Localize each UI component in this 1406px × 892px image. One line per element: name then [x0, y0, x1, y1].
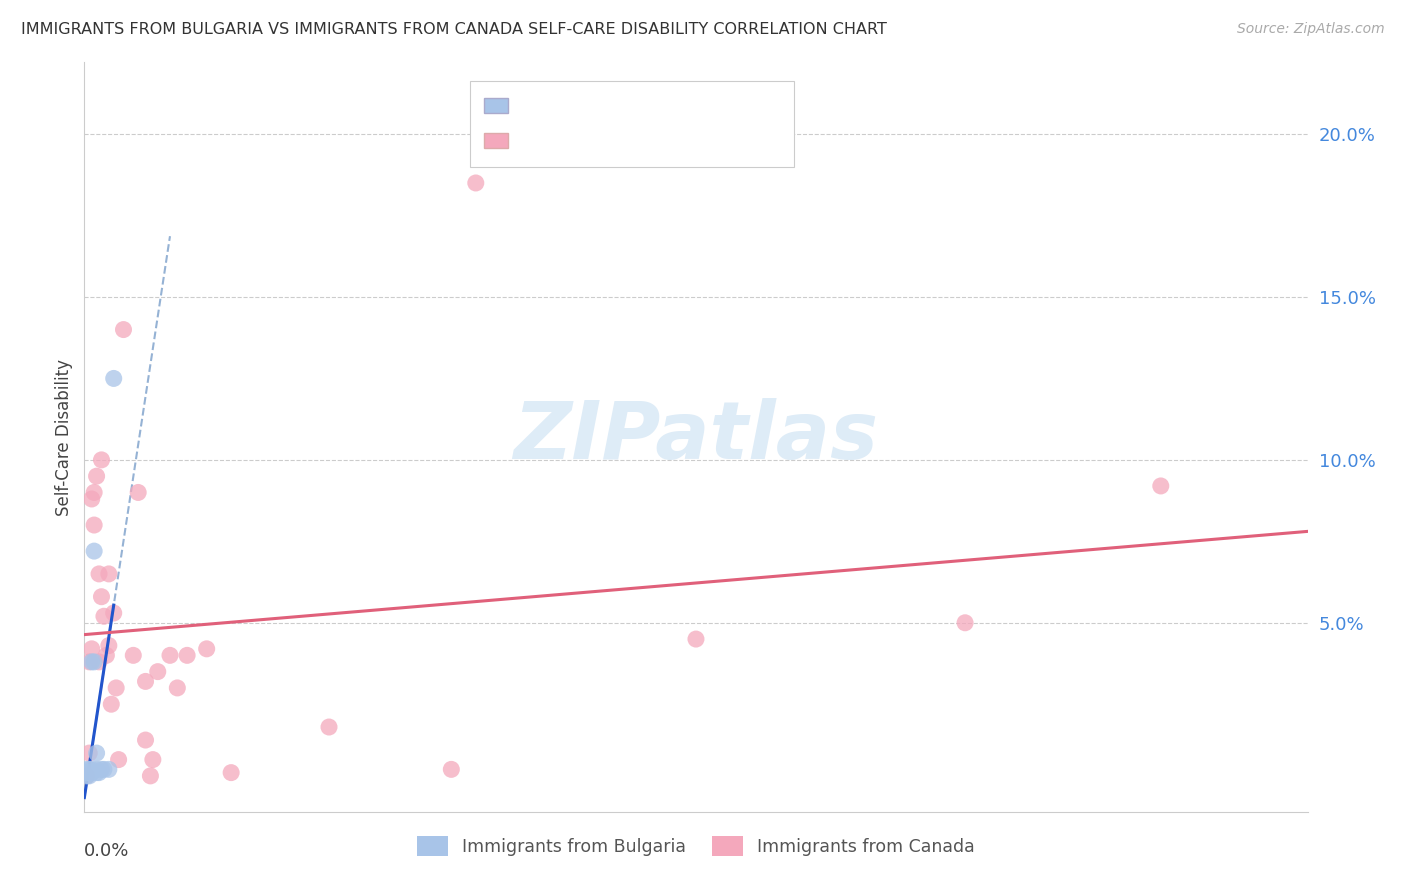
- Point: [83, 655, 105, 669]
- Point: [97, 639, 120, 653]
- Text: 36: 36: [709, 128, 731, 146]
- Point: [103, 606, 125, 620]
- Point: [83, 485, 105, 500]
- Legend: Immigrants from Bulgaria, Immigrants from Canada: Immigrants from Bulgaria, Immigrants fro…: [411, 829, 981, 863]
- Point: [76, 765, 98, 780]
- Point: [77, 763, 100, 777]
- Point: [90, 763, 112, 777]
- Point: [86, 469, 108, 483]
- Point: [90, 590, 112, 604]
- Point: [90, 453, 112, 467]
- Point: [77, 765, 100, 780]
- Point: [107, 753, 129, 767]
- Point: [87, 655, 110, 669]
- Point: [83, 518, 105, 533]
- Point: [219, 765, 242, 780]
- Point: [146, 665, 169, 679]
- FancyBboxPatch shape: [470, 81, 794, 168]
- Text: R =: R =: [537, 128, 574, 146]
- Point: [464, 176, 486, 190]
- Point: [80, 655, 103, 669]
- Point: [87, 566, 110, 581]
- Point: [97, 763, 120, 777]
- Point: [953, 615, 976, 630]
- Point: [76, 769, 98, 783]
- Point: [93, 763, 115, 777]
- Point: [103, 371, 125, 385]
- Text: N =: N =: [644, 93, 692, 112]
- Text: IMMIGRANTS FROM BULGARIA VS IMMIGRANTS FROM CANADA SELF-CARE DISABILITY CORRELAT: IMMIGRANTS FROM BULGARIA VS IMMIGRANTS F…: [21, 22, 887, 37]
- Text: Source: ZipAtlas.com: Source: ZipAtlas.com: [1237, 22, 1385, 37]
- Point: [80, 491, 103, 506]
- Point: [97, 566, 120, 581]
- Point: [93, 609, 115, 624]
- Text: N =: N =: [644, 128, 692, 146]
- Point: [77, 769, 100, 783]
- Point: [159, 648, 181, 663]
- Point: [166, 681, 188, 695]
- Point: [112, 322, 135, 336]
- Point: [86, 746, 108, 760]
- FancyBboxPatch shape: [484, 98, 509, 112]
- Text: R =: R =: [537, 93, 574, 112]
- Point: [176, 648, 198, 663]
- Point: [135, 674, 157, 689]
- Point: [1150, 479, 1173, 493]
- Text: 0.435: 0.435: [583, 128, 636, 146]
- Point: [87, 765, 110, 780]
- FancyBboxPatch shape: [484, 133, 509, 148]
- Text: 18: 18: [709, 93, 731, 112]
- Point: [127, 485, 149, 500]
- Y-axis label: Self-Care Disability: Self-Care Disability: [55, 359, 73, 516]
- Point: [135, 733, 157, 747]
- Point: [139, 769, 162, 783]
- Point: [80, 641, 103, 656]
- Point: [96, 648, 118, 663]
- Point: [76, 769, 98, 783]
- Point: [105, 681, 128, 695]
- Point: [440, 763, 463, 777]
- Point: [100, 697, 122, 711]
- Point: [80, 763, 103, 777]
- Point: [77, 746, 100, 760]
- Text: ZIPatlas: ZIPatlas: [513, 398, 879, 476]
- Point: [86, 765, 108, 780]
- Text: 0.0%: 0.0%: [84, 842, 129, 860]
- Text: 0.771: 0.771: [583, 93, 636, 112]
- Point: [80, 765, 103, 780]
- Point: [142, 753, 165, 767]
- Point: [83, 544, 105, 558]
- Point: [318, 720, 340, 734]
- Point: [77, 655, 100, 669]
- Point: [122, 648, 145, 663]
- Point: [76, 763, 98, 777]
- Point: [685, 632, 707, 646]
- Point: [195, 641, 218, 656]
- Point: [86, 763, 108, 777]
